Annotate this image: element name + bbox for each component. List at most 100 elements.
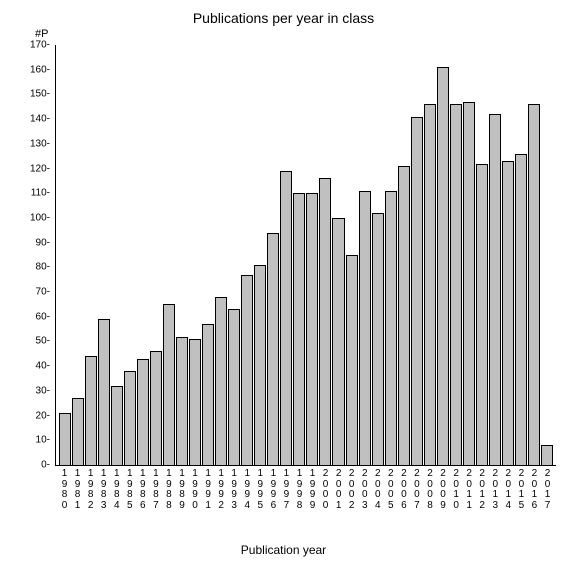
bar <box>280 171 292 465</box>
x-tick-label: 1984 <box>111 465 123 511</box>
x-tick-label: 1992 <box>215 465 227 511</box>
y-tick-label: 30- <box>36 385 56 396</box>
y-tick-label: 160- <box>30 64 56 75</box>
bar <box>293 193 305 465</box>
bar <box>85 356 97 465</box>
bar <box>437 67 449 465</box>
bar <box>398 166 410 465</box>
y-tick-label: 120- <box>30 163 56 174</box>
y-tick-label: 20- <box>36 410 56 421</box>
bar <box>124 371 136 465</box>
x-tick-label: 1985 <box>124 465 136 511</box>
bar <box>372 213 384 465</box>
bar <box>332 218 344 465</box>
bar <box>59 413 71 465</box>
x-tick-label: 1980 <box>59 465 71 511</box>
bar <box>176 337 188 465</box>
y-tick-label: 0- <box>41 460 56 471</box>
x-tick-label: 1994 <box>241 465 253 511</box>
bar <box>163 304 175 465</box>
x-tick-label: 2008 <box>424 465 436 511</box>
bar <box>502 161 514 465</box>
x-tick-label: 2007 <box>411 465 423 511</box>
x-tick-label: 1986 <box>137 465 149 511</box>
x-tick-label: 2002 <box>346 465 358 511</box>
bar <box>202 324 214 465</box>
y-tick-label: 90- <box>36 237 56 248</box>
x-tick-label: 1991 <box>202 465 214 511</box>
x-tick-label: 1982 <box>85 465 97 511</box>
x-tick-label: 2011 <box>463 465 475 511</box>
x-tick-label: 2006 <box>398 465 410 511</box>
y-tick-label: 10- <box>36 435 56 446</box>
x-tick-label: 1993 <box>228 465 240 511</box>
x-tick-label: 2001 <box>333 465 345 511</box>
bar <box>515 154 527 465</box>
bar <box>450 104 462 465</box>
bar <box>306 193 318 465</box>
bar <box>528 104 540 465</box>
y-tick-label: 110- <box>31 188 56 199</box>
y-tick-label: 80- <box>36 262 56 273</box>
x-tick-label: 2009 <box>437 465 449 511</box>
plot-area: 0-10-20-30-40-50-60-70-80-90-100-110-120… <box>55 45 556 466</box>
y-tick-label: 40- <box>36 361 56 372</box>
x-tick-label: 1999 <box>307 465 319 511</box>
x-tick-label: 2012 <box>476 465 488 511</box>
x-tick-label: 1983 <box>98 465 110 511</box>
y-tick-label: 150- <box>30 89 56 100</box>
bar <box>215 297 227 465</box>
x-tick-label: 1995 <box>254 465 266 511</box>
bar <box>150 351 162 465</box>
chart-title: Publications per year in class <box>0 10 567 26</box>
bar <box>541 445 553 465</box>
x-tick-label: 2000 <box>320 465 332 511</box>
y-axis-label: #P <box>35 28 48 40</box>
bar <box>98 319 110 465</box>
bar <box>137 359 149 465</box>
bar <box>489 114 501 465</box>
bar <box>346 255 358 465</box>
bars-group <box>56 45 556 465</box>
bar <box>72 398 84 465</box>
y-tick-label: 70- <box>36 287 56 298</box>
y-tick-label: 140- <box>30 114 56 125</box>
x-tick-label: 2015 <box>515 465 527 511</box>
chart-container: Publications per year in class #P 0-10-2… <box>0 0 567 567</box>
bar <box>267 233 279 465</box>
bar <box>228 309 240 465</box>
bar <box>424 104 436 465</box>
x-tick-label: 1998 <box>293 465 305 511</box>
x-tick-label: 2014 <box>502 465 514 511</box>
x-axis-label: Publication year <box>0 543 567 557</box>
y-tick-label: 60- <box>36 311 56 322</box>
x-tick-label: 1996 <box>267 465 279 511</box>
bar <box>319 178 331 465</box>
y-tick-label: 170- <box>30 40 56 51</box>
x-tick-label: 1988 <box>163 465 175 511</box>
x-tick-label: 2005 <box>385 465 397 511</box>
bar <box>411 117 423 465</box>
x-tick-label: 2016 <box>528 465 540 511</box>
x-tick-label: 2010 <box>450 465 462 511</box>
bar <box>254 265 266 465</box>
bar <box>385 191 397 465</box>
bar <box>111 386 123 465</box>
x-tick-label: 2013 <box>489 465 501 511</box>
x-tick-label: 2003 <box>359 465 371 511</box>
x-tick-label: 1981 <box>72 465 84 511</box>
x-tick-label: 2004 <box>372 465 384 511</box>
bar <box>189 339 201 465</box>
x-tick-label: 1990 <box>189 465 201 511</box>
x-tick-label: 1989 <box>176 465 188 511</box>
y-tick-label: 100- <box>30 212 56 223</box>
bar <box>241 275 253 465</box>
x-tick-label: 1997 <box>280 465 292 511</box>
x-tick-label: 1987 <box>150 465 162 511</box>
bar <box>359 191 371 465</box>
y-tick-label: 130- <box>30 138 56 149</box>
bar <box>463 102 475 465</box>
bar <box>476 164 488 465</box>
y-tick-label: 50- <box>36 336 56 347</box>
x-tick-label: 2017 <box>541 465 553 511</box>
